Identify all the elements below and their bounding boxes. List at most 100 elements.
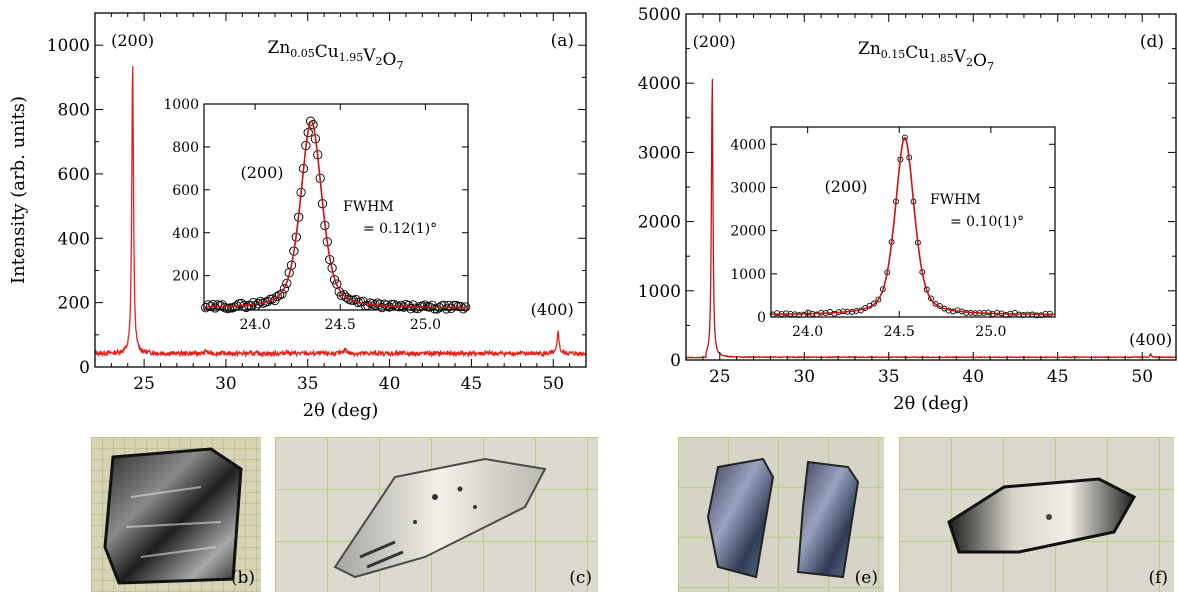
inset-peak-label: (200) [824, 177, 867, 196]
crystal-photo-c: (c) [275, 437, 598, 592]
inset-y-tick-label-2: 600 [172, 183, 199, 199]
inset-data-point [928, 295, 935, 302]
inset-data-point [444, 300, 454, 311]
inset-fit-curve [771, 136, 1055, 316]
crystal-image-e [678, 437, 884, 592]
main-xrd-series [94, 66, 587, 359]
inset-data-point [403, 300, 414, 311]
inset-x-tick-label-0: 24.0 [792, 324, 823, 340]
inset-data-point [224, 303, 235, 313]
inset-x-tick-label-0: 24.0 [240, 317, 271, 333]
inset-data-point [272, 291, 282, 302]
fwhm-value: = 0.10(1)° [950, 214, 1024, 230]
peak-label-200: (200) [693, 32, 736, 51]
y-tick-label-5: 1000 [47, 36, 90, 56]
inset-x-tick-label-1: 24.5 [325, 317, 356, 333]
inset-frame [203, 103, 469, 311]
inset-x-tick-label-2: 25.0 [975, 324, 1006, 340]
inset-data-point [248, 297, 259, 308]
y-tick-label-5: 5000 [638, 5, 681, 25]
inset-x-tick-label-1: 24.5 [884, 324, 915, 340]
x-tick-label-5: 50 [1131, 367, 1153, 387]
y-axis-label: Intensity (arb. units) [8, 96, 29, 284]
inset-data-point [387, 299, 397, 310]
inset-data-point [932, 300, 939, 307]
inset-data-point [1033, 312, 1040, 319]
inset-data-point [360, 301, 371, 311]
inset-data-point [282, 278, 292, 289]
inset-data-point [241, 302, 251, 313]
inset-data-point [449, 300, 459, 311]
y-tick-label-3: 3000 [638, 143, 681, 163]
y-tick-label-1: 1000 [638, 282, 681, 302]
x-tick-label-2: 35 [297, 374, 319, 394]
x-tick-label-5: 50 [542, 374, 564, 394]
inset-data-point [413, 303, 423, 314]
inset-y-tick-label-0: 0 [757, 310, 766, 326]
panel-label: (d) [1140, 32, 1164, 52]
inset-data-point [279, 284, 290, 294]
inset-data-point [456, 301, 466, 312]
inset-data-point [432, 304, 442, 314]
crystal-photo-f: (f) [899, 437, 1174, 592]
inset-data-point [901, 134, 908, 141]
x-tick-label-0: 25 [133, 374, 155, 394]
photo-label-f: (f) [1148, 568, 1168, 588]
inset-peak-label: (200) [240, 163, 283, 182]
crystal-photo-e: (e) [678, 437, 884, 592]
photo-label-b: (b) [230, 568, 255, 588]
y-tick-label-4: 4000 [638, 74, 681, 94]
inset-data-point [774, 310, 781, 317]
inset-y-tick-label-4: 1000 [163, 97, 199, 113]
photo-label-c: (c) [569, 568, 592, 588]
inset-y-tick-label-1: 1000 [730, 267, 766, 283]
fwhm-value: = 0.12(1)° [363, 221, 437, 237]
inset-data-point [396, 300, 406, 311]
fwhm-label: FWHM [343, 199, 394, 215]
inset-y-tick-label-3: 800 [172, 140, 199, 156]
inset-data-point [274, 290, 285, 300]
y-tick-label-0: 0 [79, 358, 90, 378]
inset-x-tick-label-2: 25.0 [410, 317, 441, 333]
main-xrd-series [685, 78, 1176, 359]
y-tick-label-2: 400 [58, 229, 90, 249]
inset-y-tick-label-1: 400 [172, 226, 199, 242]
inset-data-point [255, 296, 266, 307]
y-tick-label-1: 200 [58, 294, 90, 314]
inset-frame [770, 126, 1056, 318]
inset-data-point [389, 299, 399, 310]
photo-label-e: (e) [854, 568, 878, 588]
inset-data-point [329, 275, 340, 285]
crystal-image-b [91, 437, 261, 592]
y-tick-label-4: 800 [58, 101, 90, 121]
inset-data-point [875, 296, 882, 303]
x-tick-label-3: 40 [379, 374, 401, 394]
crystal-photo-b: (b) [91, 437, 261, 592]
inset-y-tick-label-2: 2000 [730, 224, 766, 240]
x-tick-label-2: 35 [878, 367, 900, 387]
x-tick-label-4: 45 [461, 374, 483, 394]
x-tick-label-3: 40 [962, 367, 984, 387]
crystal-image-c [275, 437, 598, 592]
inset-data-point [363, 300, 373, 311]
compound-formula: Zn0.15Cu1.85V2O7 [858, 39, 994, 73]
peak-label-400: (400) [531, 300, 574, 319]
xrd-chart-d: 25 30 35 40 45 50 0 1000 2000 3000 4000 5000 2θ (deg… [638, 5, 1177, 414]
inset-data-point [267, 294, 278, 304]
x-tick-label-4: 45 [1047, 367, 1069, 387]
inset-y-tick-label-0: 200 [172, 269, 199, 285]
inset-y-tick-label-3: 3000 [730, 180, 766, 196]
peak-label-200: (200) [111, 31, 154, 50]
panel-label: (a) [551, 31, 574, 51]
y-tick-label-2: 2000 [638, 213, 681, 233]
inset-data-point [305, 116, 316, 126]
inset-data-point [208, 299, 218, 310]
x-tick-label-1: 30 [215, 374, 237, 394]
inset-data-point [458, 304, 468, 314]
inset-fit-curve [204, 120, 468, 309]
inset-data-point [277, 289, 287, 299]
inset-data-point [263, 296, 273, 307]
x-axis-label: 2θ (deg) [303, 400, 379, 421]
x-tick-label-1: 30 [793, 367, 815, 387]
inset-data-point [871, 300, 877, 307]
